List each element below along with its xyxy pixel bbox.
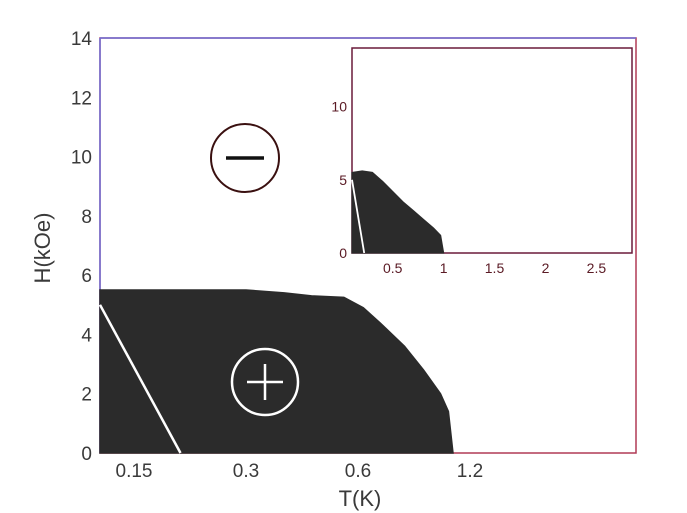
main-reference-line [98,304,182,454]
inset-phase-region [351,170,445,254]
main-x-tick-label: 0.15 [116,461,153,482]
inset-chart: 0 5 10 0.5 1 1.5 2 2.5 [331,47,633,276]
inset-reference-line [351,179,366,254]
main-y-tick-label: 4 [81,325,92,346]
inset-y-tick-label: 0 [339,245,347,261]
main-y-tick-label: 2 [81,385,92,406]
main-y-tick-label: 14 [71,29,93,50]
inset-x-tick-label: 0.5 [383,260,403,276]
main-y-tick-label: 12 [71,88,92,109]
main-x-axis-label: T(K) [339,486,382,511]
main-y-tick-label: 8 [81,207,92,228]
main-y-axis-label: H(kOe) [30,213,55,284]
inset-y-tick-label: 10 [331,99,347,115]
positive-region-marker [230,347,300,417]
inset-x-tick-label: 2.5 [587,260,607,276]
main-x-tick-label: 0.6 [345,461,371,482]
inset-y-tick-label: 5 [339,172,347,188]
main-y-tick-label: 6 [81,266,92,287]
main-y-tick-label: 10 [71,148,92,169]
main-y-tick-label: 0 [81,444,92,465]
main-x-tick-label: 0.3 [233,461,259,482]
inset-x-tick-label: 1.5 [485,260,505,276]
positive-region-circle [230,347,300,417]
inset-x-tick-label: 1 [440,260,448,276]
negative-region-marker [210,123,280,193]
inset-x-tick-label: 2 [542,260,550,276]
negative-region-circle [210,123,280,193]
main-phase-region [99,289,454,454]
main-x-tick-label: 1.2 [457,461,483,482]
